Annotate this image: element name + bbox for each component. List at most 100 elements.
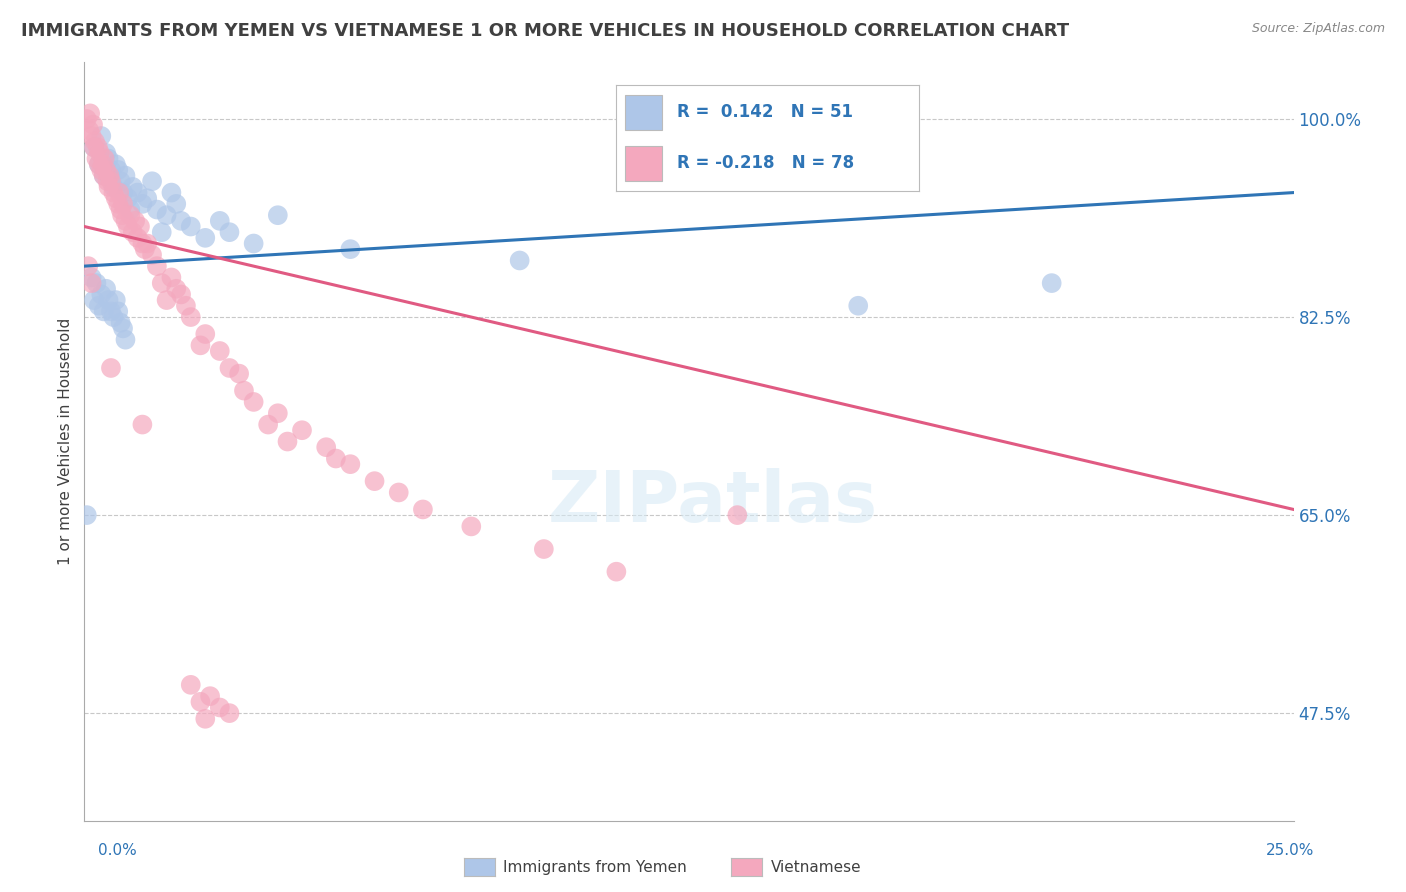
Point (93, 169, 115, 183)
Point (725, 508, 748, 522)
Point (208, 214, 231, 228)
Point (1040, 276, 1063, 290)
Point (120, 202, 142, 217)
Point (208, 344, 231, 359)
Point (846, 299, 869, 313)
Point (257, 417, 280, 432)
Point (228, 367, 250, 381)
Point (146, 202, 169, 217)
Point (98, 169, 121, 183)
Point (89, 145, 111, 160)
Point (77, 259, 100, 273)
Point (242, 236, 264, 251)
Point (100, 304, 122, 318)
Point (180, 219, 202, 234)
Point (104, 191, 127, 205)
Point (190, 338, 212, 352)
Point (136, 191, 159, 205)
Point (291, 423, 314, 437)
Point (93, 152, 115, 166)
Point (110, 316, 132, 330)
Point (77, 123, 100, 137)
Point (82, 118, 104, 132)
Point (94, 163, 117, 178)
Point (80, 276, 103, 290)
Point (233, 384, 256, 398)
Point (460, 519, 482, 533)
Point (242, 395, 264, 409)
Point (110, 174, 132, 188)
Point (90, 287, 112, 301)
Point (110, 202, 132, 217)
Point (218, 361, 240, 376)
Point (87, 299, 110, 313)
Point (120, 208, 142, 222)
Point (141, 248, 163, 262)
Text: 25.0%: 25.0% (1267, 843, 1315, 858)
Point (107, 163, 129, 178)
Point (104, 157, 127, 171)
Point (83, 140, 105, 154)
Point (103, 180, 125, 194)
Point (93, 304, 115, 318)
Point (509, 253, 531, 268)
Point (131, 197, 153, 211)
Point (155, 293, 177, 307)
Point (160, 270, 183, 285)
Text: IMMIGRANTS FROM YEMEN VS VIETNAMESE 1 OR MORE VEHICLES IN HOUSEHOLD CORRELATION : IMMIGRANTS FROM YEMEN VS VIETNAMESE 1 OR… (21, 22, 1069, 40)
Point (131, 236, 153, 251)
Point (87, 140, 110, 154)
Point (86, 276, 108, 290)
Point (112, 186, 135, 200)
Point (121, 180, 143, 194)
Point (325, 451, 347, 466)
Point (141, 174, 163, 188)
Point (121, 225, 143, 239)
Point (412, 502, 434, 516)
Point (114, 214, 136, 228)
Point (94, 145, 117, 160)
Point (87, 157, 110, 171)
Point (114, 169, 136, 183)
Point (90, 128, 112, 143)
Point (180, 310, 202, 324)
Point (190, 695, 212, 709)
Point (111, 208, 134, 222)
Point (155, 208, 177, 222)
Point (276, 434, 298, 449)
Point (174, 299, 197, 313)
Point (87, 157, 110, 171)
Point (160, 186, 183, 200)
Point (388, 485, 411, 500)
Point (100, 361, 122, 376)
Point (108, 186, 131, 200)
Point (80, 270, 103, 285)
Point (165, 197, 187, 211)
Point (129, 219, 152, 234)
Point (605, 565, 627, 579)
Point (194, 231, 217, 245)
Point (180, 678, 202, 692)
Point (134, 242, 156, 256)
Point (107, 304, 129, 318)
Point (533, 542, 555, 557)
Point (103, 186, 125, 200)
Point (84, 135, 107, 149)
Point (97, 152, 120, 166)
Point (363, 474, 385, 488)
Point (112, 197, 135, 211)
Point (83, 140, 105, 154)
Point (117, 219, 139, 234)
Point (112, 321, 135, 335)
Point (97, 180, 120, 194)
Point (97, 174, 120, 188)
Point (198, 689, 221, 703)
Point (170, 287, 193, 301)
Y-axis label: 1 or more Vehicles in Household: 1 or more Vehicles in Household (58, 318, 73, 566)
Point (104, 293, 127, 307)
Point (165, 282, 187, 296)
Point (150, 276, 173, 290)
Text: 0.0%: 0.0% (98, 843, 138, 858)
Point (170, 214, 193, 228)
Point (124, 214, 146, 228)
